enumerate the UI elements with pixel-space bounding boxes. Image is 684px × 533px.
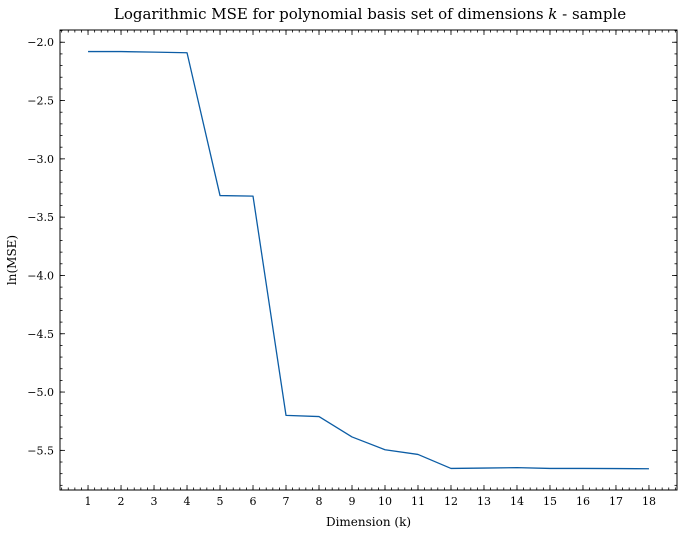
x-tick-label: 4 xyxy=(184,495,191,508)
x-tick-label: 11 xyxy=(411,495,425,508)
x-tick-label: 12 xyxy=(444,495,458,508)
x-tick-label: 18 xyxy=(642,495,656,508)
x-tick-label: 14 xyxy=(510,495,524,508)
chart-title-prefix: Logarithmic MSE for polynomial basis set… xyxy=(114,5,548,23)
x-tick-label: 15 xyxy=(543,495,557,508)
x-tick-label: 16 xyxy=(576,495,590,508)
tick-labels: 1 2 3 4 5 6 7 8 9 10 11 12 13 14 15 16 17 18−2.0−2.5−3.0−… xyxy=(27,36,656,508)
major-ticks xyxy=(60,30,677,490)
y-tick-label: −2.5 xyxy=(27,95,54,108)
y-tick-label: −5.5 xyxy=(27,444,54,457)
y-tick-label: −2.0 xyxy=(27,36,54,49)
plot-frame xyxy=(59,29,678,491)
x-tick-label: 5 xyxy=(217,495,224,508)
x-tick-label: 8 xyxy=(316,495,323,508)
x-tick-label: 1 xyxy=(85,495,92,508)
y-tick-label: −3.5 xyxy=(27,211,54,224)
y-tick-label: −5.0 xyxy=(27,386,54,399)
y-tick-label: −4.5 xyxy=(27,328,54,341)
x-tick-label: 6 xyxy=(250,495,257,508)
x-tick-label: 13 xyxy=(477,495,491,508)
minor-ticks xyxy=(60,30,677,490)
chart-title-suffix: - sample xyxy=(557,5,626,23)
x-tick-label: 2 xyxy=(118,495,125,508)
chart-title: Logarithmic MSE for polynomial basis set… xyxy=(114,5,626,23)
y-axis-label: ln(MSE) xyxy=(5,235,19,285)
x-tick-label: 9 xyxy=(349,495,356,508)
x-tick-label: 17 xyxy=(609,495,623,508)
x-tick-label: 10 xyxy=(378,495,392,508)
y-tick-label: −4.0 xyxy=(27,269,54,282)
x-tick-label: 3 xyxy=(151,495,158,508)
chart-title-variable: k xyxy=(548,5,557,23)
x-axis-label: Dimension (k) xyxy=(326,515,411,529)
x-tick-label: 7 xyxy=(283,495,290,508)
y-tick-label: −3.0 xyxy=(27,153,54,166)
series-line xyxy=(88,50,649,470)
